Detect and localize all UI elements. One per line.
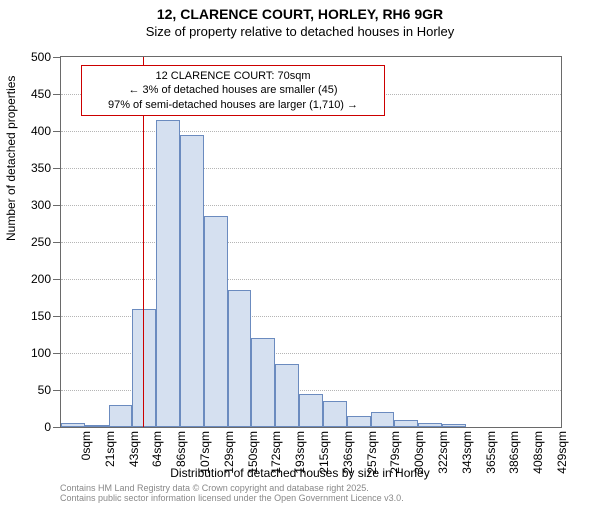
x-tick-label: 86sqm xyxy=(174,431,188,491)
y-tick xyxy=(53,131,61,132)
x-tick-label: 193sqm xyxy=(293,431,307,491)
y-tick xyxy=(53,316,61,317)
x-tick-label: 386sqm xyxy=(507,431,521,491)
gridline xyxy=(61,279,561,280)
x-tick-label: 107sqm xyxy=(198,431,212,491)
histogram-bar xyxy=(418,423,442,427)
annotation-box: 12 CLARENCE COURT: 70sqm← 3% of detached… xyxy=(81,65,385,116)
gridline xyxy=(61,205,561,206)
y-tick xyxy=(53,168,61,169)
x-tick-label: 322sqm xyxy=(436,431,450,491)
x-tick-label: 300sqm xyxy=(412,431,426,491)
y-tick-label: 250 xyxy=(11,235,51,249)
x-tick-label: 236sqm xyxy=(341,431,355,491)
x-tick-label: 150sqm xyxy=(246,431,260,491)
x-tick-label: 172sqm xyxy=(269,431,283,491)
histogram-bar xyxy=(347,416,371,427)
x-tick-label: 64sqm xyxy=(150,431,164,491)
page-title: 12, CLARENCE COURT, HORLEY, RH6 9GR xyxy=(0,6,600,22)
x-tick-label: 343sqm xyxy=(460,431,474,491)
y-tick-label: 500 xyxy=(11,50,51,64)
page-subtitle: Size of property relative to detached ho… xyxy=(0,24,600,39)
y-tick-label: 150 xyxy=(11,309,51,323)
y-tick xyxy=(53,242,61,243)
x-tick-label: 429sqm xyxy=(555,431,569,491)
y-tick-label: 0 xyxy=(11,420,51,434)
y-tick-label: 450 xyxy=(11,87,51,101)
histogram-bar xyxy=(156,120,180,427)
y-tick xyxy=(53,390,61,391)
y-tick-label: 400 xyxy=(11,124,51,138)
root: 12, CLARENCE COURT, HORLEY, RH6 9GR Size… xyxy=(0,6,600,506)
histogram-bar xyxy=(109,405,133,427)
annotation-line: ← 3% of detached houses are smaller (45) xyxy=(88,83,378,97)
annotation-line: 97% of semi-detached houses are larger (… xyxy=(88,98,378,112)
x-tick-label: 257sqm xyxy=(365,431,379,491)
y-tick xyxy=(53,279,61,280)
y-tick-label: 300 xyxy=(11,198,51,212)
footer-notice: Contains HM Land Registry data © Crown c… xyxy=(60,484,404,504)
histogram-bar xyxy=(132,309,156,427)
histogram-bar xyxy=(394,420,418,427)
histogram-bar xyxy=(204,216,228,427)
y-tick xyxy=(53,205,61,206)
y-tick-label: 200 xyxy=(11,272,51,286)
y-tick-label: 100 xyxy=(11,346,51,360)
histogram-bar xyxy=(85,425,109,427)
gridline xyxy=(61,168,561,169)
x-tick-label: 365sqm xyxy=(484,431,498,491)
histogram-bar xyxy=(323,401,347,427)
chart-plot-area: 0501001502002503003504004505000sqm21sqm4… xyxy=(60,56,562,428)
gridline xyxy=(61,131,561,132)
histogram-bar xyxy=(299,394,323,427)
y-tick-label: 50 xyxy=(11,383,51,397)
y-tick xyxy=(53,94,61,95)
histogram-bar xyxy=(180,135,204,427)
x-tick-label: 279sqm xyxy=(388,431,402,491)
histogram-bar xyxy=(61,423,85,427)
x-tick-label: 215sqm xyxy=(317,431,331,491)
x-tick-label: 408sqm xyxy=(531,431,545,491)
annotation-line: 12 CLARENCE COURT: 70sqm xyxy=(88,69,378,83)
y-tick-label: 350 xyxy=(11,161,51,175)
histogram-bar xyxy=(228,290,252,427)
histogram-bar xyxy=(251,338,275,427)
y-tick xyxy=(53,57,61,58)
histogram-bar xyxy=(371,412,395,427)
x-tick-label: 0sqm xyxy=(79,431,93,491)
x-axis-label: Distribution of detached houses by size … xyxy=(0,466,600,480)
footer-line: Contains public sector information licen… xyxy=(60,494,404,504)
x-tick-label: 129sqm xyxy=(222,431,236,491)
x-tick-label: 21sqm xyxy=(103,431,117,491)
x-tick-label: 43sqm xyxy=(127,431,141,491)
gridline xyxy=(61,242,561,243)
y-tick xyxy=(53,427,61,428)
histogram-bar xyxy=(275,364,299,427)
histogram-bar xyxy=(442,424,466,427)
y-tick xyxy=(53,353,61,354)
